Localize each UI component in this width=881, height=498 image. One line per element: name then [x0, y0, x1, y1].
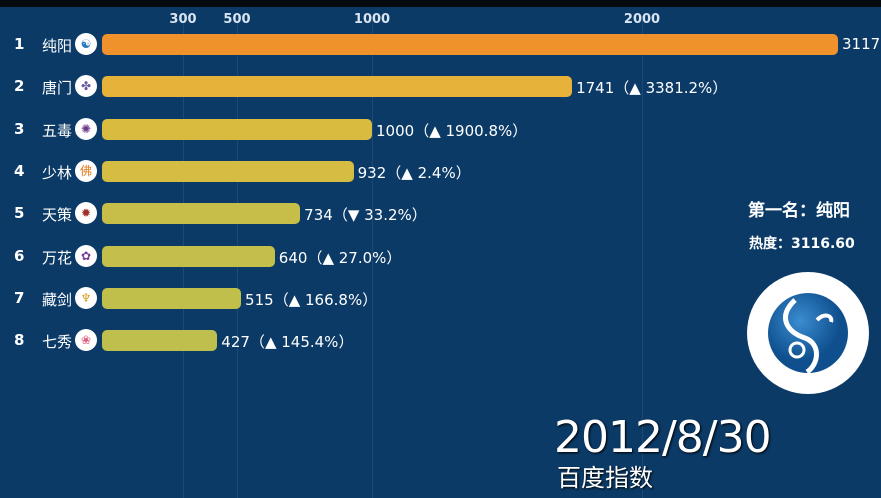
x-tick-label: 2000	[623, 12, 661, 27]
rank-label: 5	[14, 204, 25, 223]
rank-label: 4	[14, 161, 25, 180]
rank-label: 3	[14, 119, 25, 138]
change: ▲ 145.4%	[264, 333, 339, 352]
cangjian-emblem-icon: ♆	[75, 286, 97, 309]
rank-label: 6	[14, 246, 25, 265]
x-tick-label: 1000	[353, 12, 391, 27]
bar	[102, 245, 275, 267]
rank-label: 7	[14, 288, 25, 307]
leader-label: 第一名：纯阳	[748, 201, 850, 221]
value: 1000	[376, 121, 415, 140]
change: ▲ 1900.8%	[429, 121, 513, 140]
bar	[102, 287, 242, 309]
chunyang-emblem-icon: ☯	[75, 33, 97, 55]
change: ▲ 27.0%	[322, 248, 387, 267]
value-label: 932（▲ 2.4%）	[357, 163, 471, 182]
change: ▲ 2.4%	[401, 163, 456, 182]
category-label: 唐门	[42, 79, 73, 98]
value-label: 640（▲ 27.0%）	[278, 248, 402, 267]
bar-row: 7 藏剑 ♆ 515（▲ 166.8%）	[0, 286, 881, 311]
rank-label: 2	[14, 77, 25, 96]
bar	[102, 203, 301, 225]
wanhua-emblem-icon: ✿	[75, 244, 97, 267]
value-label: 1000（▲ 1900.8%）	[376, 121, 528, 140]
value: 640	[278, 248, 308, 267]
bar	[102, 160, 354, 182]
value-label: 515（▲ 166.8%）	[245, 290, 378, 309]
change: ▲ 3381.2%	[629, 79, 713, 98]
tiance-emblem-icon: ✹	[75, 202, 97, 225]
gridline	[642, 20, 643, 498]
value-label: 427（▲ 145.4%）	[221, 333, 354, 352]
tangmen-emblem-icon: ✤	[75, 75, 97, 98]
bar	[102, 118, 372, 140]
value: 427	[221, 333, 250, 352]
leader-heat: 热度：3116.60	[749, 236, 855, 252]
x-tick-label: 500	[223, 12, 251, 27]
source-label: 百度指数	[557, 464, 653, 492]
rank-label: 1	[14, 35, 25, 53]
value-label: 3117	[842, 35, 880, 53]
value: 3117	[842, 35, 881, 53]
top-strip	[0, 0, 881, 7]
bar	[102, 330, 218, 352]
bar-row: 1 纯阳 ☯ 3117	[0, 33, 881, 57]
bar-row: 6 万花 ✿ 640（▲ 27.0%）	[0, 244, 881, 269]
qixiu-fan-icon: ❀	[75, 329, 97, 352]
wudu-emblem-icon: ✺	[75, 117, 97, 140]
x-tick-label: 300	[169, 12, 197, 27]
value: 515	[245, 290, 274, 309]
value-label: 1741（▲ 3381.2%）	[576, 79, 728, 98]
bar	[102, 76, 573, 98]
value: 1741	[576, 79, 615, 98]
category-label: 纯阳	[42, 37, 73, 55]
category-label: 五毒	[42, 121, 73, 140]
bar-row: 5 天策 ✹ 734（▼ 33.2%）	[0, 202, 881, 226]
shaolin-fo-icon: 佛	[75, 159, 97, 182]
category-label: 万花	[42, 248, 73, 267]
bar-row: 4 少林佛 932（▲ 2.4%）	[0, 159, 881, 184]
value: 734	[304, 206, 333, 225]
bar-row: 8 七秀 ❀ 427（▲ 145.4%）	[0, 329, 881, 353]
category-label: 藏剑	[42, 290, 73, 309]
gridline	[372, 20, 373, 498]
category-label: 天策	[42, 206, 73, 225]
bar-row: 2 唐门 ✤ 1741（▲ 3381.2%）	[0, 75, 881, 99]
category-label: 七秀	[42, 333, 73, 352]
chunyang-taiji-logo-icon	[747, 272, 869, 394]
value-label: 734（▼ 33.2%）	[304, 206, 427, 225]
bar	[102, 34, 838, 55]
change: ▼ 33.2%	[347, 206, 412, 225]
change: ▲ 166.8%	[288, 290, 363, 309]
bar-row: 3 五毒 ✺ 1000（▲ 1900.8%）	[0, 117, 881, 142]
value: 932	[357, 163, 387, 182]
date-label: 2012/8/30	[554, 412, 772, 463]
rank-label: 8	[14, 331, 25, 350]
category-label: 少林	[42, 163, 73, 182]
